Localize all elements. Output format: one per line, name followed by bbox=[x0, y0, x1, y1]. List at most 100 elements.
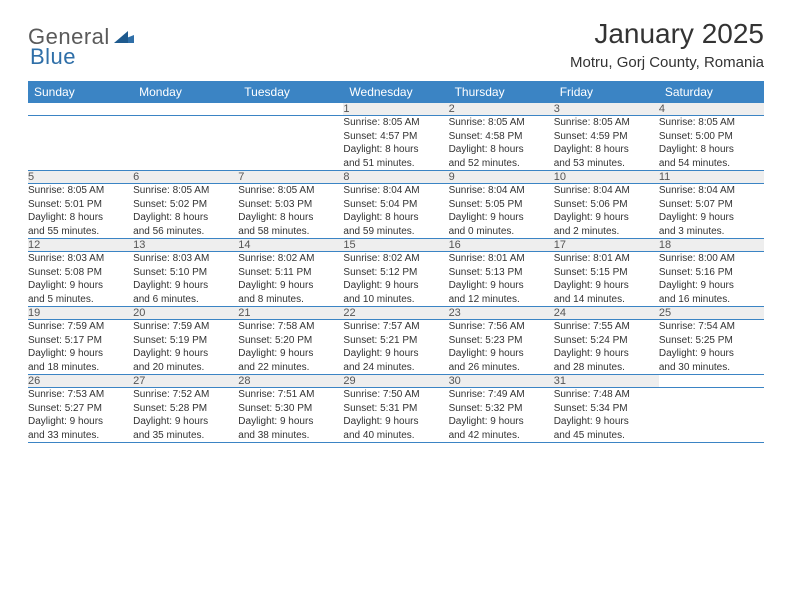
daylight-line2: and 0 minutes. bbox=[449, 225, 554, 239]
sunrise-text: Sunrise: 8:05 AM bbox=[238, 184, 343, 198]
daylight-line2: and 24 minutes. bbox=[343, 361, 448, 375]
daylight-line1: Daylight: 9 hours bbox=[659, 279, 764, 293]
day-number: 2 bbox=[449, 103, 554, 116]
sunset-text: Sunset: 5:34 PM bbox=[554, 402, 659, 416]
sunrise-text: Sunrise: 7:57 AM bbox=[343, 320, 448, 334]
day-number: 11 bbox=[659, 171, 764, 184]
day-number: 19 bbox=[28, 307, 133, 320]
daylight-line2: and 18 minutes. bbox=[28, 361, 133, 375]
daylight-line1: Daylight: 9 hours bbox=[238, 279, 343, 293]
day-detail: Sunrise: 8:04 AMSunset: 5:07 PMDaylight:… bbox=[659, 184, 764, 239]
weekday-header: Monday bbox=[133, 81, 238, 103]
daylight-line1: Daylight: 9 hours bbox=[449, 211, 554, 225]
daylight-line2: and 35 minutes. bbox=[133, 429, 238, 443]
day-detail: Sunrise: 8:01 AMSunset: 5:15 PMDaylight:… bbox=[554, 252, 659, 307]
day-number: 30 bbox=[449, 375, 554, 388]
daylight-line2: and 42 minutes. bbox=[449, 429, 554, 443]
sunrise-text: Sunrise: 7:52 AM bbox=[133, 388, 238, 402]
day-number bbox=[238, 103, 343, 116]
day-number: 8 bbox=[343, 171, 448, 184]
sunset-text: Sunset: 5:01 PM bbox=[28, 198, 133, 212]
daylight-line2: and 45 minutes. bbox=[554, 429, 659, 443]
sunset-text: Sunset: 5:02 PM bbox=[133, 198, 238, 212]
day-number: 26 bbox=[28, 375, 133, 388]
day-number: 31 bbox=[554, 375, 659, 388]
sunrise-text: Sunrise: 8:01 AM bbox=[554, 252, 659, 266]
day-detail bbox=[133, 116, 238, 171]
daylight-line2: and 26 minutes. bbox=[449, 361, 554, 375]
daylight-line2: and 2 minutes. bbox=[554, 225, 659, 239]
sunset-text: Sunset: 5:00 PM bbox=[659, 130, 764, 144]
day-number: 12 bbox=[28, 239, 133, 252]
day-detail: Sunrise: 7:53 AMSunset: 5:27 PMDaylight:… bbox=[28, 388, 133, 443]
day-number: 14 bbox=[238, 239, 343, 252]
sunrise-text: Sunrise: 7:58 AM bbox=[238, 320, 343, 334]
sunset-text: Sunset: 4:59 PM bbox=[554, 130, 659, 144]
day-number: 6 bbox=[133, 171, 238, 184]
daylight-line2: and 12 minutes. bbox=[449, 293, 554, 307]
daylight-line1: Daylight: 9 hours bbox=[554, 347, 659, 361]
day-detail: Sunrise: 7:59 AMSunset: 5:19 PMDaylight:… bbox=[133, 320, 238, 375]
day-detail: Sunrise: 7:52 AMSunset: 5:28 PMDaylight:… bbox=[133, 388, 238, 443]
day-detail: Sunrise: 7:48 AMSunset: 5:34 PMDaylight:… bbox=[554, 388, 659, 443]
sunset-text: Sunset: 5:03 PM bbox=[238, 198, 343, 212]
day-detail: Sunrise: 8:05 AMSunset: 5:03 PMDaylight:… bbox=[238, 184, 343, 239]
daylight-line1: Daylight: 9 hours bbox=[238, 415, 343, 429]
daylight-line2: and 40 minutes. bbox=[343, 429, 448, 443]
day-number bbox=[28, 103, 133, 116]
sunset-text: Sunset: 5:25 PM bbox=[659, 334, 764, 348]
day-detail: Sunrise: 8:02 AMSunset: 5:11 PMDaylight:… bbox=[238, 252, 343, 307]
sunset-text: Sunset: 4:58 PM bbox=[449, 130, 554, 144]
daylight-line1: Daylight: 8 hours bbox=[133, 211, 238, 225]
day-detail: Sunrise: 8:04 AMSunset: 5:06 PMDaylight:… bbox=[554, 184, 659, 239]
day-detail: Sunrise: 7:49 AMSunset: 5:32 PMDaylight:… bbox=[449, 388, 554, 443]
sunrise-text: Sunrise: 7:59 AM bbox=[133, 320, 238, 334]
day-detail: Sunrise: 8:05 AMSunset: 4:59 PMDaylight:… bbox=[554, 116, 659, 171]
daylight-line2: and 8 minutes. bbox=[238, 293, 343, 307]
sunset-text: Sunset: 5:27 PM bbox=[28, 402, 133, 416]
weekday-header: Tuesday bbox=[238, 81, 343, 103]
day-number: 4 bbox=[659, 103, 764, 116]
calendar-head: SundayMondayTuesdayWednesdayThursdayFrid… bbox=[28, 81, 764, 103]
sunrise-text: Sunrise: 8:00 AM bbox=[659, 252, 764, 266]
detail-row: Sunrise: 7:53 AMSunset: 5:27 PMDaylight:… bbox=[28, 388, 764, 443]
day-number bbox=[133, 103, 238, 116]
sunset-text: Sunset: 5:20 PM bbox=[238, 334, 343, 348]
daylight-line2: and 58 minutes. bbox=[238, 225, 343, 239]
day-number: 13 bbox=[133, 239, 238, 252]
day-number: 22 bbox=[343, 307, 448, 320]
day-detail: Sunrise: 8:02 AMSunset: 5:12 PMDaylight:… bbox=[343, 252, 448, 307]
sunset-text: Sunset: 5:11 PM bbox=[238, 266, 343, 280]
detail-row: Sunrise: 8:05 AMSunset: 5:01 PMDaylight:… bbox=[28, 184, 764, 239]
day-detail: Sunrise: 7:56 AMSunset: 5:23 PMDaylight:… bbox=[449, 320, 554, 375]
sunset-text: Sunset: 5:07 PM bbox=[659, 198, 764, 212]
day-number: 24 bbox=[554, 307, 659, 320]
daylight-line1: Daylight: 9 hours bbox=[449, 347, 554, 361]
sunset-text: Sunset: 5:23 PM bbox=[449, 334, 554, 348]
weekday-row: SundayMondayTuesdayWednesdayThursdayFrid… bbox=[28, 81, 764, 103]
daylight-line2: and 52 minutes. bbox=[449, 157, 554, 171]
day-number: 16 bbox=[449, 239, 554, 252]
daynum-row: 262728293031 bbox=[28, 375, 764, 388]
daylight-line1: Daylight: 9 hours bbox=[554, 211, 659, 225]
daylight-line1: Daylight: 9 hours bbox=[343, 279, 448, 293]
daylight-line1: Daylight: 9 hours bbox=[659, 211, 764, 225]
day-detail: Sunrise: 7:58 AMSunset: 5:20 PMDaylight:… bbox=[238, 320, 343, 375]
sunset-text: Sunset: 5:31 PM bbox=[343, 402, 448, 416]
daylight-line1: Daylight: 8 hours bbox=[238, 211, 343, 225]
sunset-text: Sunset: 5:24 PM bbox=[554, 334, 659, 348]
day-number: 23 bbox=[449, 307, 554, 320]
daylight-line2: and 33 minutes. bbox=[28, 429, 133, 443]
daylight-line2: and 20 minutes. bbox=[133, 361, 238, 375]
sunrise-text: Sunrise: 7:56 AM bbox=[449, 320, 554, 334]
sunrise-text: Sunrise: 8:05 AM bbox=[554, 116, 659, 130]
daylight-line1: Daylight: 9 hours bbox=[449, 415, 554, 429]
day-detail: Sunrise: 7:55 AMSunset: 5:24 PMDaylight:… bbox=[554, 320, 659, 375]
day-number: 7 bbox=[238, 171, 343, 184]
daylight-line2: and 14 minutes. bbox=[554, 293, 659, 307]
day-detail: Sunrise: 8:03 AMSunset: 5:10 PMDaylight:… bbox=[133, 252, 238, 307]
day-detail: Sunrise: 8:03 AMSunset: 5:08 PMDaylight:… bbox=[28, 252, 133, 307]
sunset-text: Sunset: 5:13 PM bbox=[449, 266, 554, 280]
day-detail: Sunrise: 7:50 AMSunset: 5:31 PMDaylight:… bbox=[343, 388, 448, 443]
calendar-table: SundayMondayTuesdayWednesdayThursdayFrid… bbox=[28, 81, 764, 443]
